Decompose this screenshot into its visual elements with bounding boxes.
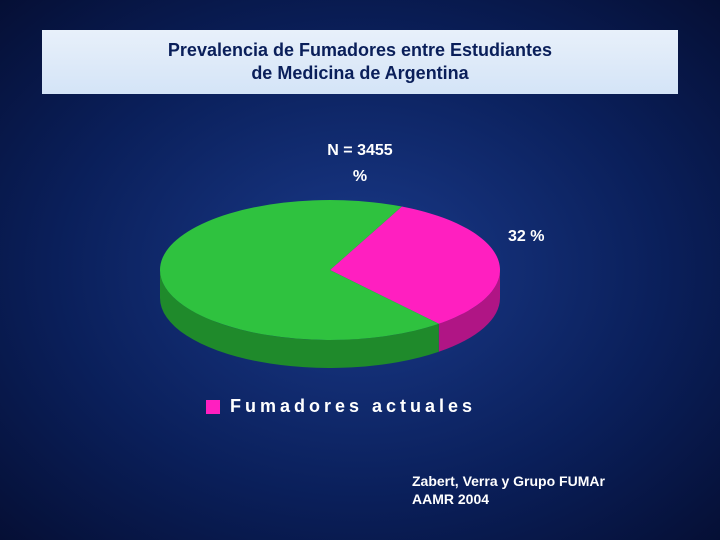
title-line-2: de Medicina de Argentina	[251, 62, 468, 85]
slide-background: Prevalencia de Fumadores entre Estudiant…	[0, 0, 720, 540]
legend-swatch	[206, 400, 220, 414]
slice-value-label: 32 %	[508, 228, 544, 246]
legend-text: Fumadores actuales	[230, 396, 476, 417]
title-box: Prevalencia de Fumadores entre Estudiant…	[42, 30, 678, 94]
title-line-1: Prevalencia de Fumadores entre Estudiant…	[168, 39, 552, 62]
citation: Zabert, Verra y Grupo FUMAr AAMR 2004	[412, 472, 605, 508]
citation-line-2: AAMR 2004	[412, 490, 605, 508]
percent-symbol: %	[0, 168, 720, 186]
n-label: N = 3455	[0, 142, 720, 160]
pie-chart	[160, 198, 500, 368]
citation-line-1: Zabert, Verra y Grupo FUMAr	[412, 472, 605, 490]
legend: Fumadores actuales	[206, 396, 476, 417]
